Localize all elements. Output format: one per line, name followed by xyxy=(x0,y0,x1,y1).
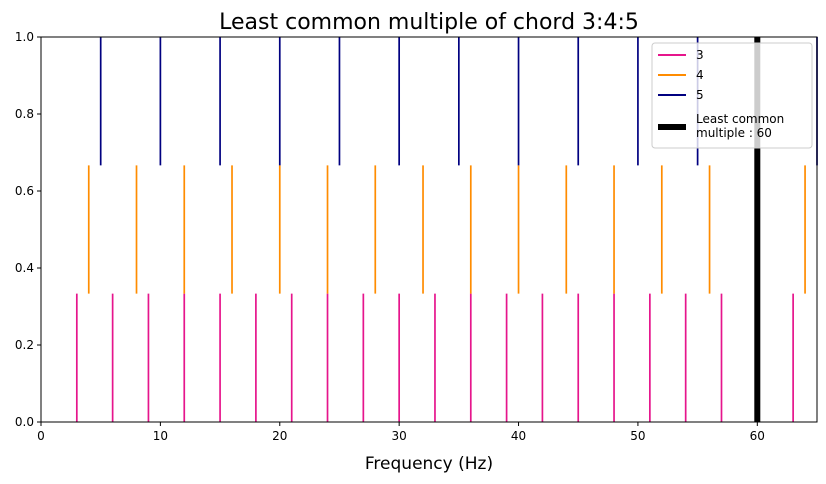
x-tick-label-30: 30 xyxy=(392,429,407,443)
y-tick-label-0.4: 0.4 xyxy=(15,261,34,275)
x-tick-label-0: 0 xyxy=(37,429,45,443)
x-tick-label-10: 10 xyxy=(153,429,168,443)
legend-label-lcm-line-2: multiple : 60 xyxy=(696,126,772,140)
x-tick-label-40: 40 xyxy=(511,429,526,443)
x-tick-label-60: 60 xyxy=(750,429,765,443)
y-tick-label-0.6: 0.6 xyxy=(15,184,34,198)
y-tick-label-0: 0.0 xyxy=(15,415,34,429)
x-tick-label-50: 50 xyxy=(630,429,645,443)
x-tick-label-20: 20 xyxy=(272,429,287,443)
axes-frame xyxy=(40,36,818,423)
y-tick-label-1: 1.0 xyxy=(15,30,34,44)
axes: 0 10 20 30 40 50 60 0.0 0.2 0.4 0.6 0.8 1.0 xyxy=(15,30,818,443)
legend-label-lcm-line-1: Least common xyxy=(696,112,784,126)
x-axis-label: Frequency (Hz) xyxy=(365,454,493,474)
legend-label-5: 5 xyxy=(696,88,704,102)
legend-box xyxy=(651,42,813,149)
y-tick-label-0.2: 0.2 xyxy=(15,338,34,352)
chart-title: Least common multiple of chord 3:4:5 xyxy=(219,10,639,35)
y-tick-label-0.8: 0.8 xyxy=(15,107,34,121)
legend-label-4: 4 xyxy=(696,68,704,82)
legend-label-3: 3 xyxy=(696,48,704,62)
